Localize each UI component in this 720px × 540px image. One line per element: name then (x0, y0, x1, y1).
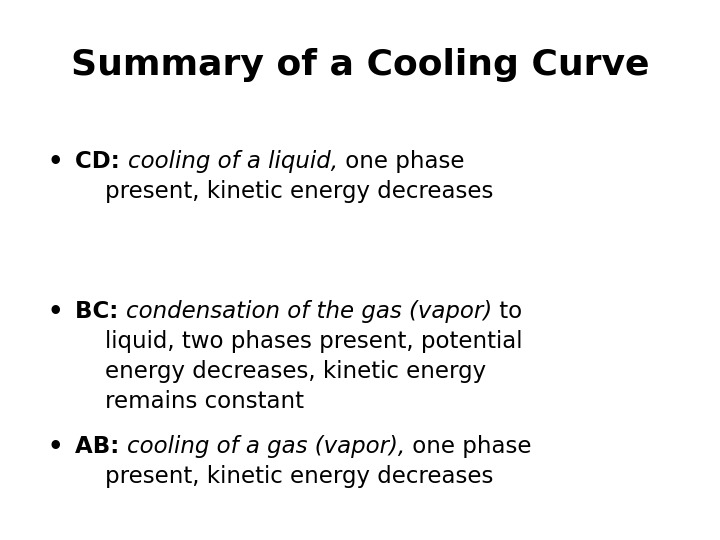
Text: energy decreases, kinetic energy: energy decreases, kinetic energy (105, 360, 486, 383)
Text: Summary of a Cooling Curve: Summary of a Cooling Curve (71, 48, 649, 82)
Text: one phase: one phase (405, 435, 532, 458)
Text: •: • (48, 150, 63, 174)
Text: present, kinetic energy decreases: present, kinetic energy decreases (105, 465, 493, 488)
Text: condensation of the gas (vapor): condensation of the gas (vapor) (126, 300, 492, 323)
Text: liquid, two phases present, potential: liquid, two phases present, potential (105, 330, 523, 353)
Text: •: • (48, 300, 63, 324)
Text: BC:: BC: (75, 300, 126, 323)
Text: cooling of a liquid,: cooling of a liquid, (127, 150, 338, 173)
Text: present, kinetic energy decreases: present, kinetic energy decreases (105, 180, 493, 203)
Text: CD:: CD: (75, 150, 127, 173)
Text: to: to (492, 300, 523, 323)
Text: cooling of a gas (vapor),: cooling of a gas (vapor), (127, 435, 405, 458)
Text: remains constant: remains constant (105, 390, 304, 413)
Text: AB:: AB: (75, 435, 127, 458)
Text: •: • (48, 435, 63, 459)
Text: one phase: one phase (338, 150, 464, 173)
